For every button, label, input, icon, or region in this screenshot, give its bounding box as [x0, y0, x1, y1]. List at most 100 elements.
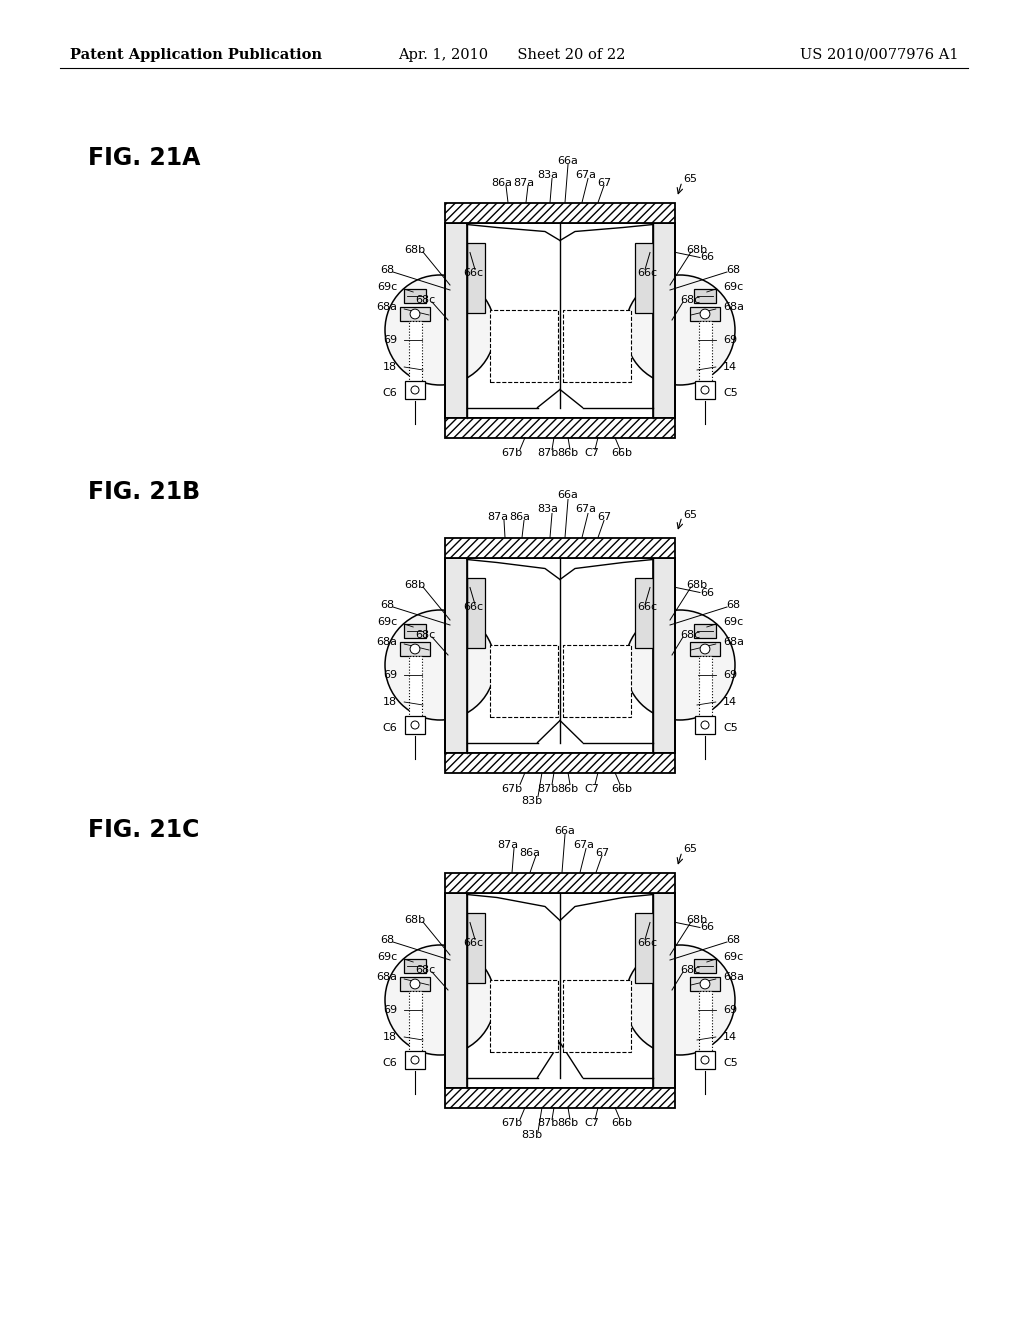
Bar	[446, 223, 466, 417]
Bar	[563, 645, 631, 717]
Bar	[490, 310, 558, 381]
Text: 66a: 66a	[557, 156, 579, 165]
Text: 68a: 68a	[376, 972, 397, 982]
Bar	[445, 557, 675, 752]
Bar	[653, 557, 675, 752]
Text: 86a: 86a	[492, 177, 512, 187]
Bar	[690, 977, 720, 991]
Bar	[698, 321, 712, 385]
Text: US 2010/0077976 A1: US 2010/0077976 A1	[800, 48, 958, 62]
Text: 69c: 69c	[723, 616, 743, 627]
Text: 68b: 68b	[686, 579, 708, 590]
Text: 68b: 68b	[404, 579, 426, 590]
Text: 66c: 66c	[637, 602, 657, 612]
Text: 66c: 66c	[637, 268, 657, 277]
Text: 87a: 87a	[513, 177, 535, 187]
Text: 87b: 87b	[538, 784, 559, 793]
Text: 68a: 68a	[723, 302, 744, 312]
Text: 69: 69	[383, 1005, 397, 1015]
Text: 86a: 86a	[519, 847, 541, 858]
Bar	[445, 873, 675, 892]
Text: 18: 18	[383, 697, 397, 708]
Bar	[445, 892, 467, 1088]
Bar	[406, 1051, 425, 1069]
Bar	[694, 624, 716, 638]
Bar	[690, 642, 720, 656]
Text: 66a: 66a	[557, 491, 579, 500]
Text: 68c: 68c	[680, 965, 700, 975]
Text: 68b: 68b	[686, 246, 708, 255]
Text: C6: C6	[382, 388, 397, 399]
Bar	[695, 1051, 715, 1069]
Circle shape	[625, 275, 735, 385]
Text: FIG. 21B: FIG. 21B	[88, 480, 200, 504]
Text: 83b: 83b	[521, 1130, 543, 1140]
Text: 68b: 68b	[404, 246, 426, 255]
Text: 66b: 66b	[611, 1118, 633, 1129]
Text: 67a: 67a	[575, 504, 597, 515]
Text: 86a: 86a	[510, 512, 530, 523]
Text: 14: 14	[723, 362, 737, 372]
Text: 69: 69	[723, 1005, 737, 1015]
Bar	[467, 578, 485, 648]
Bar	[653, 892, 675, 1088]
Circle shape	[385, 945, 495, 1055]
Bar	[406, 381, 425, 399]
Bar	[400, 642, 430, 656]
Bar	[695, 381, 715, 399]
Text: 69c: 69c	[377, 952, 397, 962]
Text: 68: 68	[726, 601, 740, 610]
Text: 67b: 67b	[502, 449, 522, 458]
Bar	[445, 752, 675, 772]
Bar	[694, 960, 716, 973]
Text: 18: 18	[383, 362, 397, 372]
Text: 69: 69	[723, 671, 737, 680]
Text: 69c: 69c	[723, 282, 743, 292]
Text: 65: 65	[683, 174, 697, 185]
Text: 68: 68	[726, 935, 740, 945]
Text: Patent Application Publication: Patent Application Publication	[70, 48, 322, 62]
Text: C5: C5	[723, 388, 737, 399]
Bar	[653, 223, 675, 417]
Bar	[445, 223, 675, 417]
Bar	[654, 894, 674, 1086]
Bar	[694, 289, 716, 304]
Bar	[445, 223, 467, 417]
Bar	[698, 991, 712, 1055]
Text: 66a: 66a	[555, 825, 575, 836]
Circle shape	[411, 721, 419, 729]
Bar	[635, 243, 653, 313]
Circle shape	[410, 644, 420, 653]
Text: FIG. 21C: FIG. 21C	[88, 818, 200, 842]
Text: C5: C5	[723, 723, 737, 733]
Text: 68a: 68a	[376, 302, 397, 312]
Bar	[490, 979, 558, 1052]
Bar	[445, 1088, 675, 1107]
Text: 69c: 69c	[377, 616, 397, 627]
Text: 69c: 69c	[377, 282, 397, 292]
Bar	[695, 715, 715, 734]
Bar	[690, 308, 720, 321]
Circle shape	[385, 275, 495, 385]
Text: 68a: 68a	[376, 638, 397, 647]
Bar	[445, 417, 675, 437]
Text: 86b: 86b	[557, 784, 579, 793]
Text: 83b: 83b	[521, 796, 543, 805]
Text: 66b: 66b	[611, 784, 633, 793]
Text: 69: 69	[383, 671, 397, 680]
Text: 68c: 68c	[680, 630, 700, 640]
Bar	[406, 715, 425, 734]
Text: 69: 69	[723, 335, 737, 345]
Text: 67b: 67b	[502, 1118, 522, 1129]
Bar	[563, 979, 631, 1052]
Circle shape	[700, 979, 710, 989]
Bar	[404, 960, 426, 973]
Text: 69: 69	[383, 335, 397, 345]
Bar	[446, 894, 466, 1086]
Circle shape	[700, 309, 710, 319]
Text: 66c: 66c	[463, 268, 483, 277]
Circle shape	[700, 644, 710, 653]
Bar	[445, 537, 675, 557]
Circle shape	[410, 979, 420, 989]
Text: 66b: 66b	[611, 449, 633, 458]
